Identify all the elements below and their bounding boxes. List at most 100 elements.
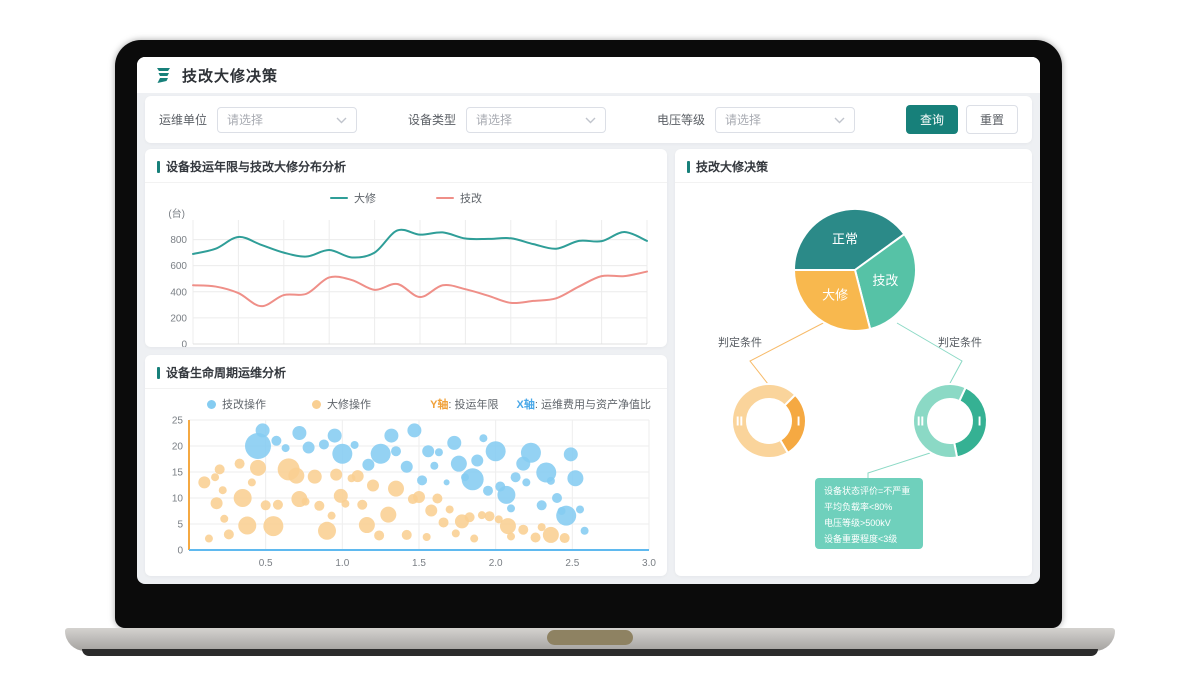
chevron-down-icon — [585, 113, 596, 127]
line-chart-legend: 大修 技改 — [145, 183, 667, 208]
svg-text:0.5: 0.5 — [259, 558, 273, 569]
title-accent-bar — [157, 160, 160, 173]
reset-button[interactable]: 重置 — [965, 105, 1018, 134]
panel-line-chart: 设备投运年限与技改大修分布分析 大修 技改 0200400600800(台)19… — [145, 149, 667, 347]
filter-label: 运维单位 — [159, 113, 208, 127]
y-axis-note-text: : 投运年限 — [448, 399, 499, 411]
svg-text:1.0: 1.0 — [335, 558, 349, 569]
pie-slice — [853, 232, 917, 331]
filter-voltage-level: 电压等级 请选择 — [656, 106, 855, 133]
app-logo-icon — [154, 66, 173, 85]
svg-text:II: II — [916, 414, 923, 429]
title-accent-bar — [687, 160, 690, 173]
svg-text:I: I — [796, 414, 800, 429]
panel-header: 设备投运年限与技改大修分布分析 — [145, 149, 667, 183]
svg-text:正常: 正常 — [832, 231, 858, 246]
legend-label: 大修操作 — [327, 399, 371, 411]
chevron-down-icon — [336, 113, 347, 127]
svg-text:1.5: 1.5 — [412, 558, 426, 569]
condition-tooltip — [814, 478, 923, 549]
svg-text:25: 25 — [172, 416, 184, 427]
svg-text:判定条件: 判定条件 — [938, 335, 982, 349]
svg-text:设备状态评价=不严重: 设备状态评价=不严重 — [824, 485, 910, 496]
donut-segment — [911, 383, 967, 459]
panel-title: 设备投运年限与技改大修分布分析 — [166, 160, 347, 174]
laptop-base-shadow — [82, 649, 1098, 656]
legend-item-jigai[interactable]: 技改 — [436, 190, 482, 206]
legend-line-swatch — [436, 196, 454, 200]
filter-actions: 查询 重置 — [905, 105, 1018, 134]
legend-dot-swatch — [207, 399, 216, 409]
svg-text:800: 800 — [170, 235, 187, 246]
panel-header: 技改大修决策 — [675, 149, 1032, 183]
svg-text:I: I — [977, 414, 981, 429]
svg-text:技改: 技改 — [872, 273, 898, 288]
y-axis-note: Y轴: 投运年限 — [430, 396, 498, 412]
svg-text:400: 400 — [170, 287, 187, 298]
svg-text:2.5: 2.5 — [565, 558, 579, 569]
legend-dot-swatch — [312, 399, 321, 409]
legend-line-swatch — [330, 196, 348, 200]
device-type-select[interactable]: 请选择 — [466, 106, 606, 133]
svg-text:200: 200 — [170, 313, 187, 324]
bubble-chart: 0 5 10 15 20 25 0.5 1.0 1.5 2.0 2.5 3.0 — [172, 416, 657, 570]
svg-text:平均负载率<80%: 平均负载率<80% — [824, 501, 892, 512]
svg-text:3.0: 3.0 — [642, 558, 656, 569]
svg-text:2.0: 2.0 — [489, 558, 503, 569]
panel-bubble-chart: 设备生命周期运维分析 技改操作 大修操作 Y轴: 投运年限 X — [145, 355, 667, 576]
svg-text:判定条件: 判定条件 — [718, 335, 762, 349]
filter-label: 电压等级 — [656, 113, 705, 127]
panel-title: 设备生命周期运维分析 — [166, 366, 287, 380]
app-header: 技改大修决策 — [137, 57, 1040, 93]
select-placeholder: 请选择 — [724, 113, 761, 127]
svg-text:600: 600 — [170, 261, 187, 272]
svg-text:电压等级>500kV: 电压等级>500kV — [824, 517, 891, 528]
main-content: 设备投运年限与技改大修分布分析 大修 技改 0200400600800(台)19… — [137, 149, 1040, 584]
chevron-down-icon — [834, 113, 845, 127]
title-accent-bar — [157, 366, 160, 379]
legend-label: 技改 — [460, 193, 482, 205]
svg-text:15: 15 — [172, 468, 184, 479]
svg-text:5: 5 — [177, 520, 183, 531]
laptop-base — [65, 628, 1115, 651]
pie-slice — [792, 208, 906, 271]
x-axis-note: X轴: 运维费用与资产净值比 — [517, 396, 651, 412]
select-placeholder: 请选择 — [476, 113, 513, 127]
operation-unit-select[interactable]: 请选择 — [217, 106, 358, 133]
line-chart: 0200400600800(台)199419961998200020022004… — [168, 207, 648, 348]
legend-label: 技改操作 — [222, 399, 266, 411]
panel-decision: 技改大修决策 正常 技改 大修 判定条件 判定条件 I II I II 设备状态评价=不严重 平均负… — [675, 149, 1032, 576]
search-button[interactable]: 查询 — [905, 105, 958, 134]
donut-segment — [730, 383, 797, 459]
filter-bar: 运维单位 请选择 设备类型 请选择 电压等级 请选择 — [145, 96, 1032, 143]
page-title: 技改大修决策 — [182, 67, 279, 85]
filter-label: 设备类型 — [407, 113, 456, 127]
svg-text:大修: 大修 — [822, 288, 848, 303]
pie-slice — [792, 269, 871, 332]
svg-text:10: 10 — [172, 494, 184, 505]
x-axis-note-text: : 运维费用与资产净值比 — [534, 399, 651, 411]
panel-header: 设备生命周期运维分析 — [145, 355, 667, 389]
svg-text:(台): (台) — [168, 207, 185, 220]
legend-item-dax[interactable]: 大修 — [330, 190, 376, 206]
svg-text:II: II — [735, 414, 742, 429]
dashboard-screen: 技改大修决策 运维单位 请选择 设备类型 请选择 电压等级 — [137, 57, 1040, 584]
laptop-notch — [547, 630, 633, 645]
legend-item-daxiu-ops[interactable]: 大修操作 — [312, 396, 371, 412]
y-axis-note-prefix: Y轴 — [430, 399, 449, 411]
svg-text:0: 0 — [181, 340, 187, 348]
filter-operation-unit: 运维单位 请选择 — [159, 106, 358, 133]
left-column: 设备投运年限与技改大修分布分析 大修 技改 0200400600800(台)19… — [145, 149, 667, 576]
bubble-chart-legend: 技改操作 大修操作 Y轴: 投运年限 X轴: 运维费用与资产净值比 — [145, 389, 667, 414]
svg-text:0: 0 — [177, 546, 183, 557]
select-placeholder: 请选择 — [227, 113, 264, 127]
filter-device-type: 设备类型 请选择 — [407, 106, 606, 133]
svg-text:设备重要程度<3级: 设备重要程度<3级 — [824, 533, 897, 544]
voltage-level-select[interactable]: 请选择 — [714, 106, 855, 133]
x-axis-note-prefix: X轴 — [516, 399, 535, 411]
panel-title: 技改大修决策 — [696, 160, 769, 174]
legend-item-jigai-ops[interactable]: 技改操作 — [207, 396, 266, 412]
legend-label: 大修 — [354, 193, 376, 205]
svg-text:20: 20 — [172, 442, 184, 453]
